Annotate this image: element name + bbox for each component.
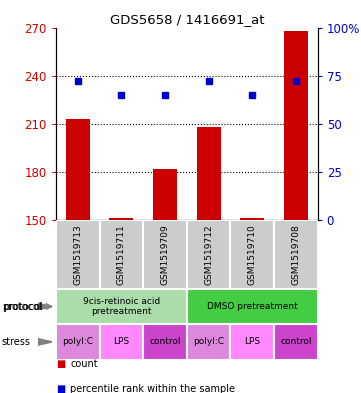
Text: GSM1519712: GSM1519712 — [204, 224, 213, 285]
Bar — [274, 220, 318, 289]
Bar — [100, 324, 143, 360]
Text: DMSO pretreatment: DMSO pretreatment — [207, 302, 297, 311]
Bar — [66, 119, 90, 220]
Title: GDS5658 / 1416691_at: GDS5658 / 1416691_at — [110, 13, 264, 26]
Bar — [109, 219, 133, 220]
Text: control: control — [149, 338, 181, 346]
Bar — [56, 220, 100, 289]
Bar — [230, 324, 274, 360]
Text: polyI:C: polyI:C — [193, 338, 224, 346]
Bar — [187, 324, 230, 360]
Text: percentile rank within the sample: percentile rank within the sample — [70, 384, 235, 393]
Text: protocol: protocol — [4, 301, 43, 312]
Polygon shape — [38, 339, 52, 345]
Text: stress: stress — [2, 337, 31, 347]
Text: LPS: LPS — [113, 338, 130, 346]
Text: GSM1519709: GSM1519709 — [161, 224, 170, 285]
Text: GSM1519713: GSM1519713 — [73, 224, 82, 285]
Text: control: control — [280, 338, 312, 346]
Bar — [230, 220, 274, 289]
Bar — [187, 289, 318, 324]
Polygon shape — [38, 303, 52, 310]
Text: count: count — [70, 358, 98, 369]
Text: GSM1519708: GSM1519708 — [291, 224, 300, 285]
Text: ■: ■ — [56, 358, 65, 369]
Text: ■: ■ — [56, 384, 65, 393]
Text: GSM1519710: GSM1519710 — [248, 224, 257, 285]
Bar — [56, 289, 187, 324]
Text: protocol: protocol — [2, 301, 42, 312]
Bar — [197, 127, 221, 220]
Text: polyI:C: polyI:C — [62, 338, 93, 346]
Bar — [143, 324, 187, 360]
Bar — [284, 31, 308, 220]
Bar — [153, 169, 177, 220]
Text: LPS: LPS — [244, 338, 260, 346]
Bar — [274, 324, 318, 360]
Bar — [56, 324, 100, 360]
Bar — [143, 220, 187, 289]
Bar — [240, 219, 264, 220]
Text: GSM1519711: GSM1519711 — [117, 224, 126, 285]
Text: 9cis-retinoic acid
pretreatment: 9cis-retinoic acid pretreatment — [83, 297, 160, 316]
Bar — [100, 220, 143, 289]
Bar — [187, 220, 230, 289]
